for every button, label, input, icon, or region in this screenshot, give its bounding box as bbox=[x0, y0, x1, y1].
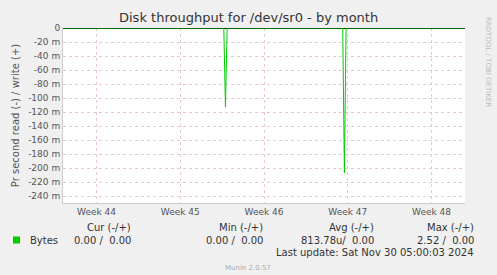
svg-text:0: 0 bbox=[54, 23, 60, 33]
svg-text:0.00 / 0.00: 0.00 / 0.00 bbox=[74, 235, 131, 246]
svg-text:Bytes: Bytes bbox=[30, 235, 58, 246]
svg-text:Week 48: Week 48 bbox=[412, 207, 451, 217]
svg-text:-100 m: -100 m bbox=[28, 93, 60, 103]
svg-text:Avg (-/+): Avg (-/+) bbox=[329, 222, 374, 233]
svg-text:RRDTOOL / TOBI OETIKER: RRDTOOL / TOBI OETIKER bbox=[484, 17, 492, 107]
svg-text:-140 m: -140 m bbox=[28, 121, 60, 131]
svg-text:-40 m: -40 m bbox=[34, 51, 60, 61]
svg-text:Week 47: Week 47 bbox=[328, 207, 367, 217]
svg-text:Munin 2.0.57: Munin 2.0.57 bbox=[225, 264, 271, 272]
svg-text:Min (-/+): Min (-/+) bbox=[219, 222, 263, 233]
svg-text:Week 46: Week 46 bbox=[245, 207, 284, 217]
svg-text:-120 m: -120 m bbox=[28, 107, 60, 117]
svg-text:Pr second read (-) / write (+): Pr second read (-) / write (+) bbox=[10, 44, 21, 187]
svg-text:-220 m: -220 m bbox=[28, 177, 60, 187]
svg-text:813.78u/ 0.00: 813.78u/ 0.00 bbox=[301, 235, 374, 246]
svg-text:-60 m: -60 m bbox=[34, 65, 60, 75]
svg-text:Week 44: Week 44 bbox=[77, 207, 116, 217]
svg-text:2.52 / 0.00: 2.52 / 0.00 bbox=[417, 235, 474, 246]
svg-text:Cur (-/+): Cur (-/+) bbox=[87, 222, 131, 233]
svg-text:-200 m: -200 m bbox=[28, 163, 60, 173]
svg-text:Disk throughput for /dev/sr0 -: Disk throughput for /dev/sr0 - by month bbox=[119, 10, 378, 25]
svg-text:-20 m: -20 m bbox=[34, 37, 60, 47]
svg-text:-80 m: -80 m bbox=[34, 79, 60, 89]
svg-text:-180 m: -180 m bbox=[28, 149, 60, 159]
svg-text:Last update: Sat Nov 30 05:00:: Last update: Sat Nov 30 05:00:03 2024 bbox=[276, 247, 474, 258]
svg-text:Max (-/+): Max (-/+) bbox=[427, 222, 474, 233]
svg-text:-160 m: -160 m bbox=[28, 135, 60, 145]
svg-text:Week 45: Week 45 bbox=[161, 207, 200, 217]
svg-text:-240 m: -240 m bbox=[28, 191, 60, 201]
svg-text:0.00 / 0.00: 0.00 / 0.00 bbox=[206, 235, 263, 246]
